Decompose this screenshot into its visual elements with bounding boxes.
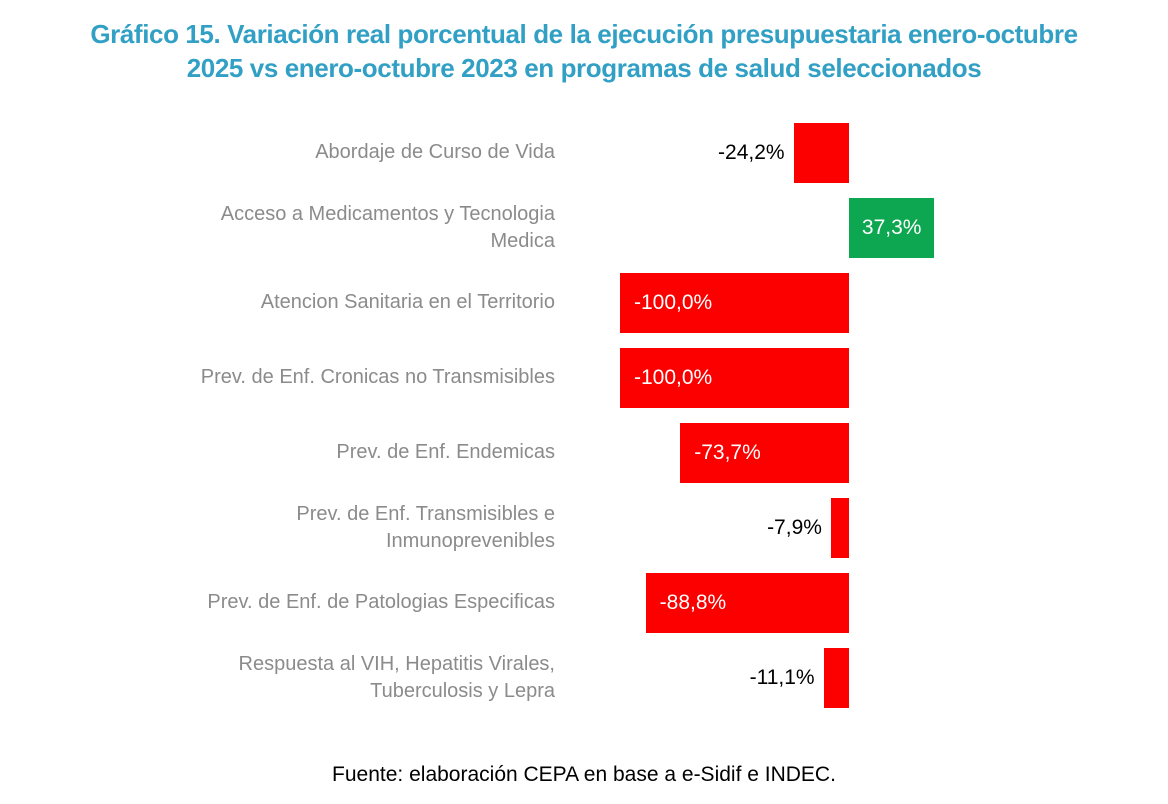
- chart-row: Prev. de Enf. Transmisibles e Inmunopreve…: [0, 490, 1168, 565]
- value-label: 37,3%: [861, 215, 922, 239]
- category-label: Prev. de Enf. Endemicas: [0, 439, 555, 466]
- chart-title: Gráfico 15. Variación real porcentual de…: [0, 17, 1168, 85]
- bar-negative: [793, 122, 849, 183]
- value-label: -100,0%: [634, 365, 713, 389]
- chart-row: Atencion Sanitaria en el Territorio -100,…: [0, 265, 1168, 340]
- bar-track: -7,9%: [555, 490, 1168, 565]
- category-label: Acceso a Medicamentos y Tecnologia Medica: [0, 201, 555, 255]
- value-label: -73,7%: [694, 440, 761, 464]
- chart-row: Prev. de Enf. de Patologias Especificas -…: [0, 565, 1168, 640]
- source-note: Fuente: elaboración CEPA en base a e-Sid…: [332, 763, 836, 786]
- bar-track: -73,7%: [555, 415, 1168, 490]
- chart-row: Abordaje de Curso de Vida -24,2%: [0, 115, 1168, 190]
- bar-negative: [823, 647, 849, 708]
- bar-positive: [849, 197, 935, 258]
- category-label: Abordaje de Curso de Vida: [0, 139, 555, 166]
- bar-negative: [830, 497, 849, 558]
- category-label-line: Abordaje de Curso de Vida: [315, 141, 555, 163]
- category-label-line: Inmunoprevenibles: [386, 529, 555, 552]
- bar-track: -11,1%: [555, 640, 1168, 715]
- value-label: -100,0%: [634, 290, 713, 314]
- bar-track: -24,2%: [555, 115, 1168, 190]
- chart-title-line-1: Gráfico 15. Variación real porcentual de…: [90, 19, 1078, 49]
- bar-negative: [680, 422, 849, 483]
- category-label-line: Medica: [490, 229, 555, 252]
- category-label-line: Acceso a Medicamentos y Tecnologia: [220, 202, 555, 225]
- bar-track: -88,8%: [555, 565, 1168, 640]
- category-label-line: Prev. de Enf. de Patologias Especificas: [207, 591, 555, 613]
- category-label-line: Prev. de Enf. Cronicas no Transmisibles: [200, 366, 555, 388]
- bar-track: -100,0%: [555, 265, 1168, 340]
- category-label: Prev. de Enf. de Patologias Especificas: [0, 589, 555, 616]
- bar-negative: [620, 347, 849, 408]
- bar-track: 37,3%: [555, 190, 1168, 265]
- chart-row: Acceso a Medicamentos y Tecnologia Medica…: [0, 190, 1168, 265]
- category-label-line: Prev. de Enf. Transmisibles e: [296, 502, 555, 525]
- value-label: -7,9%: [767, 515, 822, 539]
- bar-track: -100,0%: [555, 340, 1168, 415]
- category-label: Atencion Sanitaria en el Territorio: [0, 289, 555, 316]
- chart-row: Prev. de Enf. Endemicas -73,7%: [0, 415, 1168, 490]
- bar-negative: [645, 572, 849, 633]
- category-label: Prev. de Enf. Cronicas no Transmisibles: [0, 364, 555, 391]
- category-label: Prev. de Enf. Transmisibles e Inmunopreve…: [0, 501, 555, 555]
- category-label-line: Tuberculosis y Lepra: [370, 679, 555, 702]
- value-label: -11,1%: [749, 665, 815, 689]
- bar-negative: [620, 272, 849, 333]
- category-label-line: Prev. de Enf. Endemicas: [336, 441, 555, 463]
- value-label: -88,8%: [659, 590, 727, 614]
- category-label: Respuesta al VIH, Hepatitis Virales, Tube…: [0, 651, 555, 705]
- chart-title-line-2: 2025 vs enero-octubre 2023 en programas …: [186, 53, 982, 83]
- value-label: -24,2%: [718, 140, 785, 164]
- chart-row: Respuesta al VIH, Hepatitis Virales, Tube…: [0, 640, 1168, 715]
- chart-row: Prev. de Enf. Cronicas no Transmisibles -…: [0, 340, 1168, 415]
- bar-chart: Abordaje de Curso de Vida -24,2% Acceso a …: [0, 115, 1168, 715]
- category-label-line: Respuesta al VIH, Hepatitis Virales,: [238, 652, 555, 675]
- category-label-line: Atencion Sanitaria en el Territorio: [260, 291, 555, 313]
